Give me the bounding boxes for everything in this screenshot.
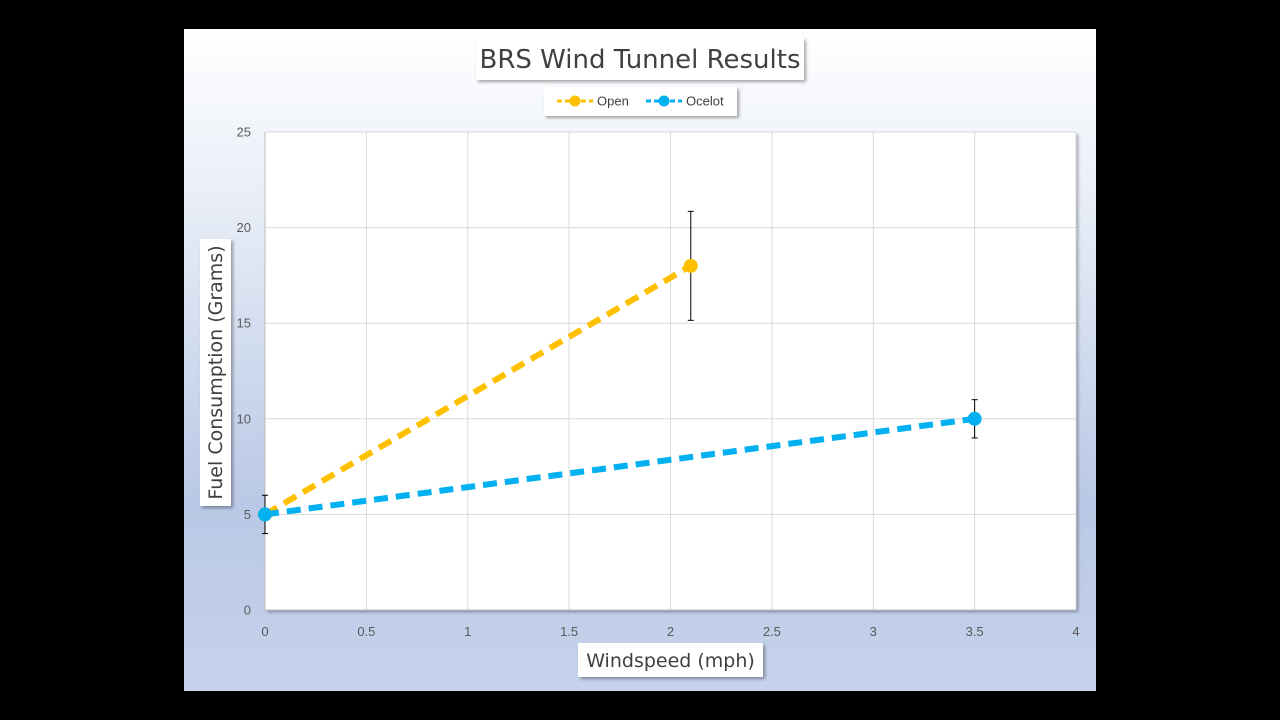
y-axis-title: Fuel Consumption (Grams) xyxy=(200,239,231,506)
legend-open-marker xyxy=(569,95,581,107)
legend-open-label: Open xyxy=(597,94,629,109)
y-tick-label: 20 xyxy=(237,220,251,235)
legend-item-open: Open xyxy=(557,94,629,109)
legend: Open Ocelot xyxy=(544,87,737,116)
y-tick-label: 15 xyxy=(237,316,251,331)
legend-item-ocelot: Ocelot xyxy=(646,94,724,109)
data-point-open xyxy=(683,258,698,273)
y-axis-title-box xyxy=(200,239,231,506)
x-axis-tick-labels: 0 0.5 1 1.5 2 2.5 3 3.5 4 xyxy=(261,624,1079,639)
chart-title-text: BRS Wind Tunnel Results xyxy=(479,45,800,75)
x-tick-label: 3.5 xyxy=(966,624,984,639)
series-layer xyxy=(258,210,982,535)
x-tick-label: 3 xyxy=(870,624,877,639)
chart-title: BRS Wind Tunnel Results xyxy=(476,38,804,80)
x-tick-label: 0 xyxy=(261,624,268,639)
x-tick-label: 1 xyxy=(464,624,471,639)
y-tick-label: 10 xyxy=(237,411,251,426)
y-axis-tick-labels: 0 5 10 15 20 25 xyxy=(237,125,251,618)
x-tick-label: 1.5 xyxy=(560,624,578,639)
chart-title-box xyxy=(476,38,804,80)
legend-ocelot-marker xyxy=(658,95,670,107)
legend-ocelot-label: Ocelot xyxy=(686,94,724,109)
x-tick-label: 2 xyxy=(667,624,674,639)
y-tick-label: 5 xyxy=(244,507,251,522)
x-tick-label: 2.5 xyxy=(763,624,781,639)
x-axis-title: Windspeed (mph) xyxy=(578,643,763,677)
x-tick-label: 0.5 xyxy=(357,624,375,639)
x-axis-title-box xyxy=(578,643,763,677)
y-axis-title-text: Fuel Consumption (Grams) xyxy=(205,245,227,499)
series-line-open xyxy=(263,263,693,517)
series-line-ocelot xyxy=(264,415,976,518)
data-point-ocelot xyxy=(258,507,272,522)
data-point-ocelot xyxy=(967,411,982,426)
x-tick-label: 4 xyxy=(1072,624,1079,639)
x-axis-title-text: Windspeed (mph) xyxy=(586,650,755,672)
y-tick-label: 25 xyxy=(237,125,251,140)
y-tick-label: 0 xyxy=(244,603,251,618)
